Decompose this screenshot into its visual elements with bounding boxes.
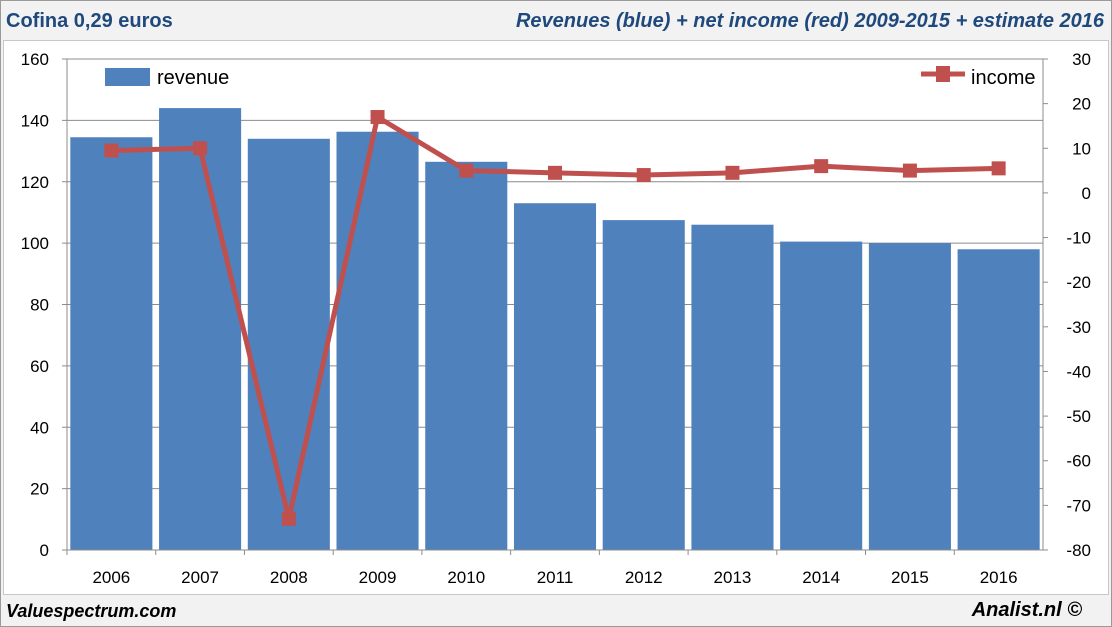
right-tick-label: 30 bbox=[1072, 50, 1091, 69]
x-tick-label: 2011 bbox=[537, 568, 574, 587]
x-tick-label: 2006 bbox=[92, 568, 130, 587]
publisher-credit: Analist.nl © bbox=[971, 599, 1082, 621]
right-tick-label: -30 bbox=[1066, 318, 1091, 337]
left-tick-label: 120 bbox=[21, 173, 49, 192]
income-point bbox=[459, 163, 474, 178]
income-point bbox=[193, 141, 208, 156]
right-tick-label: 10 bbox=[1072, 139, 1091, 158]
x-tick-label: 2008 bbox=[270, 568, 308, 587]
right-tick-label: 20 bbox=[1072, 95, 1091, 114]
revenue-bar bbox=[868, 243, 951, 550]
income-point bbox=[725, 165, 740, 180]
revenue-bar bbox=[247, 138, 330, 550]
income-point bbox=[636, 168, 651, 183]
left-tick-label: 0 bbox=[40, 541, 49, 560]
legend-label-income: income bbox=[971, 67, 1035, 89]
left-tick-label: 60 bbox=[30, 357, 49, 376]
income-point bbox=[991, 161, 1006, 176]
x-tick-label: 2013 bbox=[714, 568, 752, 587]
right-tick-label: -80 bbox=[1066, 541, 1091, 560]
revenue-bar bbox=[159, 108, 242, 550]
x-tick-label: 2007 bbox=[181, 568, 219, 587]
revenue-bar bbox=[602, 220, 685, 550]
income-line bbox=[104, 110, 1006, 526]
legend-label-revenue: revenue bbox=[157, 67, 229, 89]
left-tick-label: 140 bbox=[21, 111, 49, 130]
income-point bbox=[814, 159, 829, 174]
legend: revenue income bbox=[105, 66, 1035, 89]
x-tick-label: 2009 bbox=[359, 568, 397, 587]
left-tick-label: 40 bbox=[30, 418, 49, 437]
left-tick-label: 160 bbox=[21, 50, 49, 69]
revenue-bar bbox=[70, 137, 153, 551]
chart-title: Revenues (blue) + net income (red) 2009-… bbox=[515, 10, 1104, 32]
right-tick-label: -20 bbox=[1066, 273, 1091, 292]
x-tick-label: 2015 bbox=[891, 568, 929, 587]
right-tick-label: 0 bbox=[1082, 184, 1091, 203]
revenue-bar bbox=[780, 241, 863, 550]
left-tick-label: 80 bbox=[30, 296, 49, 315]
revenue-bar bbox=[513, 203, 597, 550]
income-point bbox=[104, 143, 119, 158]
revenue-bars bbox=[70, 108, 1040, 551]
right-tick-label: -40 bbox=[1066, 362, 1091, 381]
right-tick-label: -10 bbox=[1066, 229, 1091, 248]
right-tick-label: -70 bbox=[1066, 496, 1091, 515]
right-tick-label: -50 bbox=[1066, 407, 1091, 426]
x-tick-label: 2012 bbox=[625, 568, 663, 587]
x-tick-label: 2010 bbox=[447, 568, 485, 587]
source-credit: Valuespectrum.com bbox=[6, 601, 177, 621]
revenue-bar bbox=[691, 224, 774, 550]
right-tick-label: -60 bbox=[1066, 452, 1091, 471]
revenue-bar bbox=[957, 249, 1040, 550]
legend-marker-income bbox=[936, 66, 950, 82]
income-point bbox=[902, 163, 917, 178]
legend-swatch-revenue bbox=[105, 68, 150, 86]
income-point bbox=[370, 110, 385, 125]
left-tick-label: 20 bbox=[30, 480, 49, 499]
page-title: Cofina 0,29 euros bbox=[6, 10, 173, 32]
x-tick-label: 2016 bbox=[980, 568, 1018, 587]
x-tick-label: 2014 bbox=[802, 568, 840, 587]
axes: 020406080100120140160-80-70-60-50-40-30-… bbox=[21, 50, 1091, 587]
income-point bbox=[281, 511, 296, 526]
revenue-bar bbox=[336, 131, 419, 550]
left-tick-label: 100 bbox=[21, 234, 49, 253]
revenue-bar bbox=[425, 161, 508, 550]
income-point bbox=[548, 165, 562, 180]
